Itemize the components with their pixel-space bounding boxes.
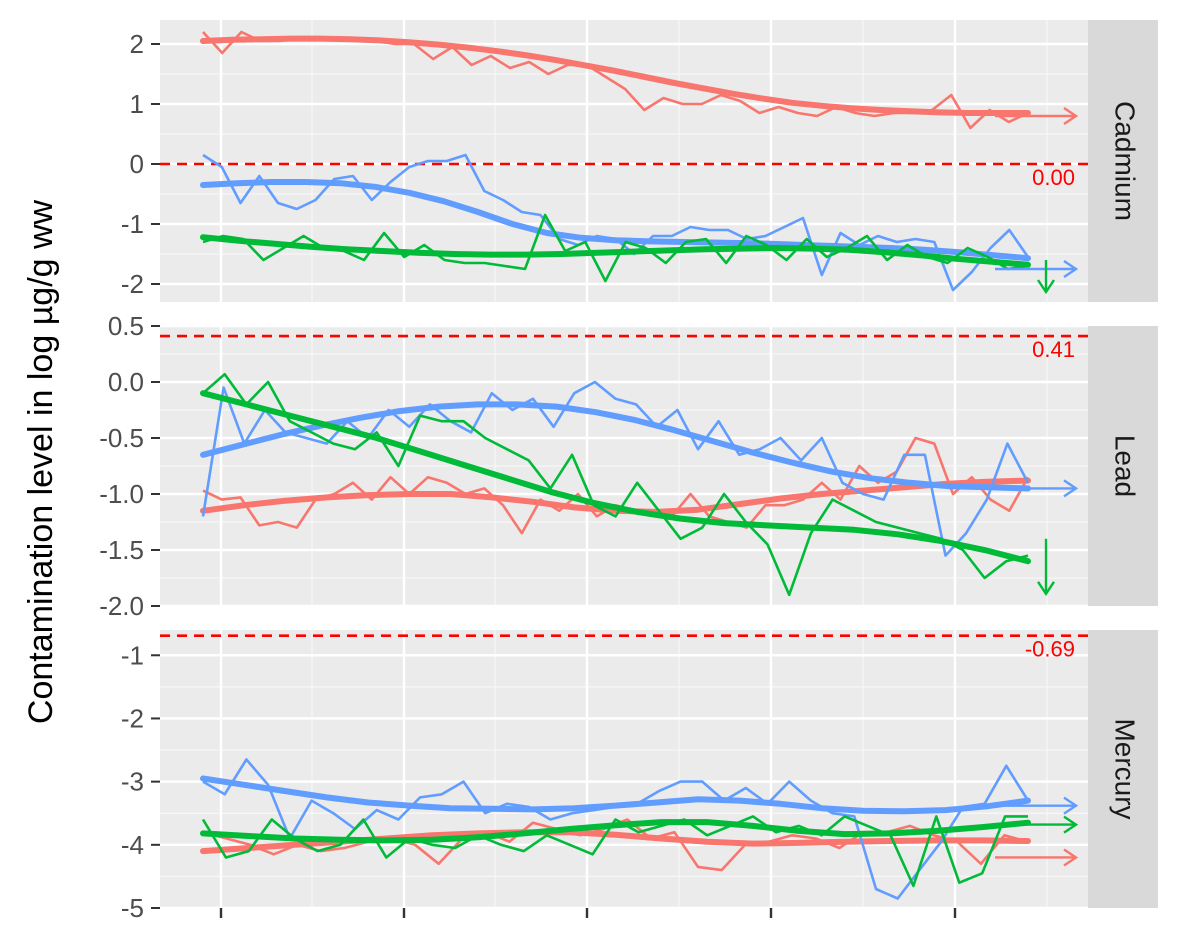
- facet-label-lead: Lead: [1110, 435, 1141, 497]
- facet-strip: [1088, 326, 1158, 606]
- y-tick-label: -1.0: [99, 479, 144, 509]
- trend-arrowhead: [1063, 107, 1079, 125]
- facet-strip: [1088, 20, 1158, 302]
- reference-label: 0.00: [1032, 165, 1075, 190]
- y-axis-label: Contamination level in log µg/g ww: [22, 199, 60, 724]
- trend-arrowhead: [1037, 581, 1055, 596]
- series-smooth-red: [200, 477, 1031, 515]
- y-tick-label: -1.5: [99, 535, 144, 565]
- series-smooth-green: [200, 390, 1031, 565]
- series-smooth-green: [200, 819, 1031, 844]
- y-tick-label: -1: [121, 209, 144, 239]
- y-tick-label: 2: [130, 29, 144, 59]
- facet-label-mercury: Mercury: [1110, 718, 1141, 819]
- y-tick-label: 0.5: [108, 311, 144, 341]
- y-tick-label: -2: [121, 269, 144, 299]
- trend-arrowhead: [1063, 479, 1079, 498]
- facet-strip: [1088, 630, 1158, 908]
- y-tick-label: 1: [130, 89, 144, 119]
- trend-arrowhead: [1063, 815, 1079, 834]
- series-raw-green: [202, 372, 1029, 597]
- trend-arrowhead: [1037, 279, 1055, 295]
- series-group: [200, 372, 1031, 597]
- y-tick-label: -1: [121, 640, 144, 670]
- panel-lead: 0.5 0.0 -0.5 -1.0 -1.5 -2.0 0.41 Lead: [99, 311, 1158, 621]
- series-smooth-blue: [200, 401, 1031, 492]
- trend-arrowhead: [1063, 260, 1079, 278]
- y-tick-label: -5: [121, 893, 144, 923]
- series-smooth-green: [200, 234, 1031, 268]
- y-tick-label: 0.0: [108, 367, 144, 397]
- y-tick-label: -2.0: [99, 591, 144, 621]
- panel-cadmium: 2 1 0 -1 -2 0.00 Cadmium: [121, 20, 1158, 302]
- y-tick-label: -2: [121, 703, 144, 733]
- series-group: [200, 758, 1031, 900]
- reference-label: -0.69: [1025, 637, 1075, 662]
- series-group: [200, 30, 1031, 292]
- series-smooth-blue: [200, 179, 1031, 262]
- panel-background: [160, 630, 1088, 908]
- trend-arrowhead: [1063, 848, 1079, 867]
- x-axis: [219, 908, 957, 918]
- y-tick-label: -0.5: [99, 423, 144, 453]
- facet-label-cadmium: Cadmium: [1110, 101, 1141, 221]
- series-smooth-blue: [200, 775, 1031, 815]
- series-smooth-red: [200, 35, 1031, 116]
- panel-mercury: -1 -2 -3 -4 -5 -0.69 Mercury: [121, 630, 1158, 923]
- reference-label: 0.41: [1032, 337, 1075, 362]
- trend-arrowhead: [1063, 796, 1079, 815]
- y-tick-label: -4: [121, 830, 144, 860]
- y-tick-label: 0: [130, 149, 144, 179]
- y-tick-label: -3: [121, 767, 144, 797]
